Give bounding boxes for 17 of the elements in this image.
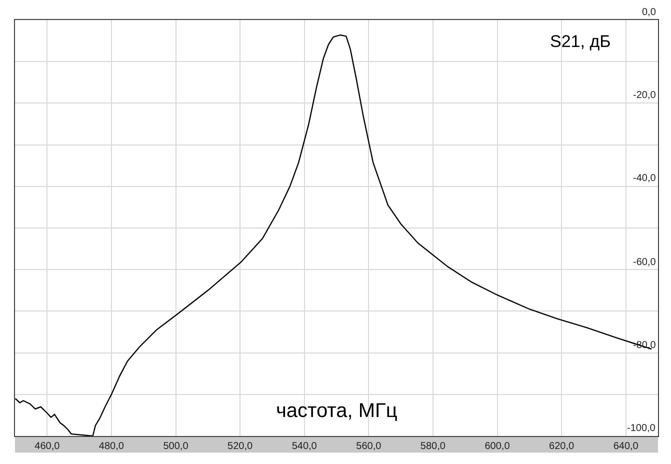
y-tick-label: -100,0: [627, 423, 656, 434]
x-axis-title: частота, МГц: [276, 400, 398, 422]
x-tick-label: 480,0: [98, 441, 124, 452]
x-tick-label: 520,0: [228, 441, 253, 452]
y-axis-title: S21, дБ: [550, 32, 611, 51]
x-tick-label: 500,0: [163, 441, 189, 452]
x-tick-label: 620,0: [549, 441, 574, 452]
x-tick-label: 600,0: [484, 441, 510, 452]
x-tick-label: 640,0: [613, 441, 639, 452]
y-tick-label: -20,0: [633, 90, 656, 101]
y-tick-label: 0,0: [642, 7, 656, 18]
y-tick-label: -40,0: [633, 173, 656, 184]
x-tick-label: 580,0: [420, 441, 446, 452]
x-tick-label: 460,0: [34, 441, 60, 452]
x-tick-label: 540,0: [292, 441, 318, 452]
y-tick-label: -60,0: [633, 257, 656, 268]
x-tick-label: 560,0: [356, 441, 382, 452]
